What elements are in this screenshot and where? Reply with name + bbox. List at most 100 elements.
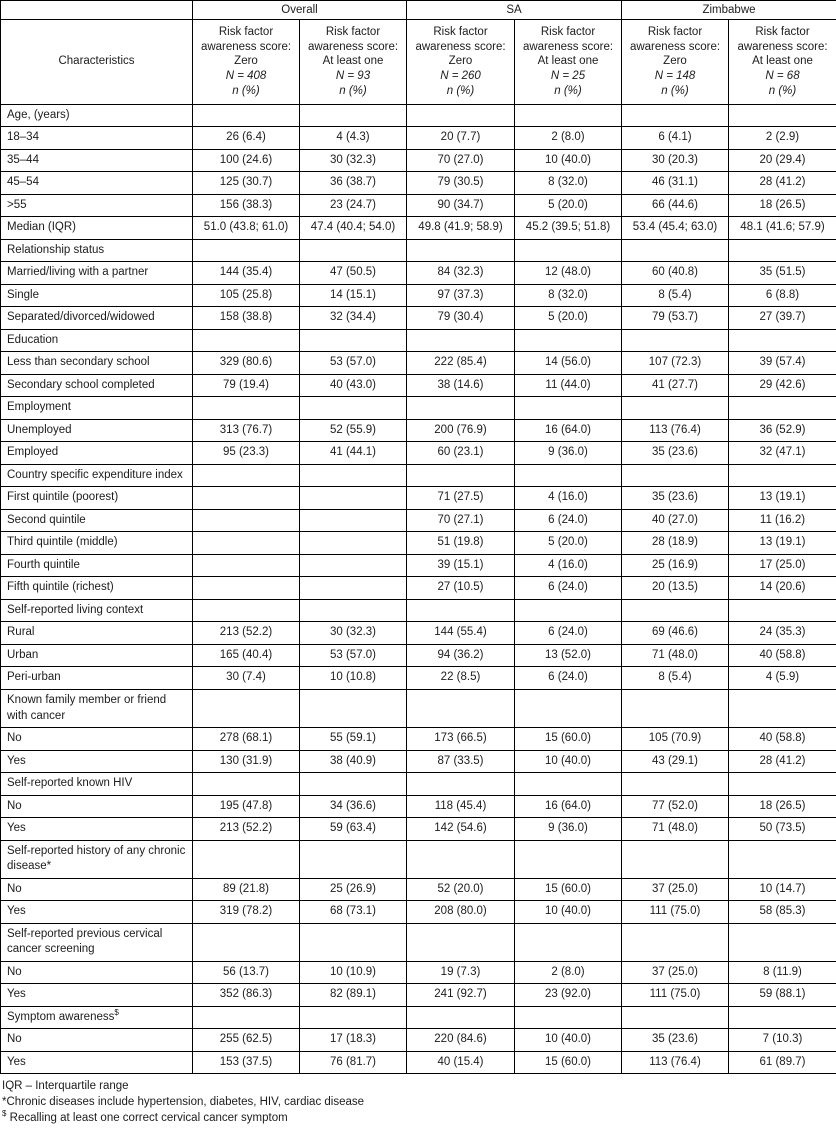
data-row: Separated/divorced/widowed 158 (38.8) 32 (… xyxy=(0,306,836,330)
cell-value: 40 (58.8) xyxy=(728,727,836,751)
col-n: N = 148 xyxy=(654,70,696,83)
empty-cell xyxy=(514,1005,622,1030)
cell-value xyxy=(299,553,407,578)
cell-value: 41 (27.7) xyxy=(621,373,729,398)
cell-value: 71 (48.0) xyxy=(621,817,729,841)
empty-cell xyxy=(728,1005,836,1030)
cell-value: 107 (72.3) xyxy=(621,351,729,375)
cell-value: 40 (27.0) xyxy=(621,508,729,533)
cell-value: 220 (84.6) xyxy=(406,1028,515,1052)
cell-value: 60 (40.8) xyxy=(621,261,729,285)
cell-value: 6 (4.1) xyxy=(621,126,729,150)
cell-value: 9 (36.0) xyxy=(514,817,622,841)
cell-value: 55 (59.1) xyxy=(299,727,407,751)
cell-value: 32 (34.4) xyxy=(299,306,407,330)
cell-value: 173 (66.5) xyxy=(406,727,515,751)
cell-value: 105 (70.9) xyxy=(621,727,729,751)
cell-value: 37 (25.0) xyxy=(621,877,729,902)
col-n: N = 93 xyxy=(335,70,371,83)
column-header: Risk factor awareness score: Zero N = 148 n… xyxy=(621,19,729,105)
col-title: Risk factor awareness score: xyxy=(307,26,399,53)
cell-value: 7 (10.3) xyxy=(728,1028,836,1052)
cell-value: 125 (30.7) xyxy=(192,171,300,195)
cell-value: 20 (7.7) xyxy=(406,126,515,150)
cell-value: 213 (52.2) xyxy=(192,817,300,841)
data-row: Yes 352 (86.3) 82 (89.1) 241 (92.7) 23 (92.0… xyxy=(0,983,836,1007)
row-label: First quintile (poorest) xyxy=(0,486,193,510)
empty-cell xyxy=(192,463,300,488)
cell-value: 53 (57.0) xyxy=(299,643,407,668)
cell-value: 26 (6.4) xyxy=(192,126,300,150)
cell-value: 17 (25.0) xyxy=(728,553,836,578)
empty-cell xyxy=(514,103,622,128)
cell-value: 87 (33.5) xyxy=(406,749,515,774)
col-unit: n (%) xyxy=(446,84,475,97)
cell-value: 79 (19.4) xyxy=(192,373,300,398)
cell-value: 58 (85.3) xyxy=(728,900,836,924)
column-header-row: Characteristics Risk factor awareness sc… xyxy=(0,19,836,105)
cell-value: 66 (44.6) xyxy=(621,193,729,218)
empty-cell xyxy=(192,1005,300,1030)
cell-value: 61 (89.7) xyxy=(728,1050,836,1075)
empty-cell xyxy=(299,103,407,128)
column-header: Risk factor awareness score: Zero N = 408 n… xyxy=(192,19,300,105)
row-label: Married/living with a partner xyxy=(0,261,193,285)
cell-value: 23 (92.0) xyxy=(514,983,622,1007)
cell-value: 10 (40.0) xyxy=(514,1028,622,1052)
group-header-overall: Overall xyxy=(192,0,407,20)
col-unit: n (%) xyxy=(768,84,797,97)
footnote: $ Recalling at least one correct cervica… xyxy=(2,1109,288,1125)
cell-value xyxy=(299,531,407,555)
section-row: Age, (years) xyxy=(0,103,836,128)
empty-cell xyxy=(192,103,300,128)
data-row: Yes 130 (31.9) 38 (40.9) 87 (33.5) 10 (40.0)… xyxy=(0,749,836,774)
row-label: Third quintile (middle) xyxy=(0,531,193,555)
data-row: No 278 (68.1) 55 (59.1) 173 (66.5) 15 (60.0)… xyxy=(0,727,836,751)
empty-cell xyxy=(728,103,836,128)
data-row: Employed 95 (23.3) 41 (44.1) 60 (23.1) 9 (36… xyxy=(0,441,836,465)
section-row: Self-reported history of any chronic dis… xyxy=(0,839,836,879)
cell-value: 319 (78.2) xyxy=(192,900,300,924)
cell-value: 27 (39.7) xyxy=(728,306,836,330)
cell-value xyxy=(192,531,300,555)
empty-cell xyxy=(192,922,300,962)
section-label: Country specific expenditure index xyxy=(0,463,193,488)
data-row: Unemployed 313 (76.7) 52 (55.9) 200 (76.9) 1… xyxy=(0,418,836,443)
empty-cell xyxy=(299,463,407,488)
empty-cell xyxy=(192,839,300,879)
group-header-zimbabwe: Zimbabwe xyxy=(621,0,836,20)
data-row: No 195 (47.8) 34 (36.6) 118 (45.4) 16 (64.0)… xyxy=(0,794,836,819)
cell-value: 29 (42.6) xyxy=(728,373,836,398)
cell-value: 6 (24.0) xyxy=(514,576,622,600)
section-row: Education xyxy=(0,328,836,353)
cell-value: 241 (92.7) xyxy=(406,983,515,1007)
cell-value: 28 (41.2) xyxy=(728,749,836,774)
row-label: Unemployed xyxy=(0,418,193,443)
empty-cell xyxy=(514,688,622,729)
data-row: >55 156 (38.3) 23 (24.7) 90 (34.7) 5 (20.0) 6… xyxy=(0,193,836,218)
cell-value: 200 (76.9) xyxy=(406,418,515,443)
col-score: At least one xyxy=(322,55,384,68)
empty-cell xyxy=(514,598,622,623)
col-n: N = 25 xyxy=(550,70,586,83)
row-label: Yes xyxy=(0,749,193,774)
cell-value: 48.1 (41.6; 57.9) xyxy=(728,216,836,240)
col-score: Zero xyxy=(663,55,687,68)
row-label: Separated/divorced/widowed xyxy=(0,306,193,330)
cell-value: 18 (26.5) xyxy=(728,794,836,819)
col-title: Risk factor awareness score: xyxy=(629,26,721,53)
data-row: No 255 (62.5) 17 (18.3) 220 (84.6) 10 (40.0)… xyxy=(0,1028,836,1052)
cell-value: 213 (52.2) xyxy=(192,621,300,645)
empty-cell xyxy=(406,463,515,488)
corner-cell xyxy=(0,0,193,20)
footnote: IQR – Interquartile range xyxy=(2,1080,129,1093)
data-row: Rural 213 (52.2) 30 (32.3) 144 (55.4) 6 (24.… xyxy=(0,621,836,645)
cell-value: 34 (36.6) xyxy=(299,794,407,819)
cell-value: 222 (85.4) xyxy=(406,351,515,375)
empty-cell xyxy=(299,328,407,353)
cell-value: 4 (5.9) xyxy=(728,666,836,690)
cell-value: 30 (20.3) xyxy=(621,148,729,173)
cell-value: 28 (41.2) xyxy=(728,171,836,195)
row-label: Urban xyxy=(0,643,193,668)
empty-cell xyxy=(728,463,836,488)
